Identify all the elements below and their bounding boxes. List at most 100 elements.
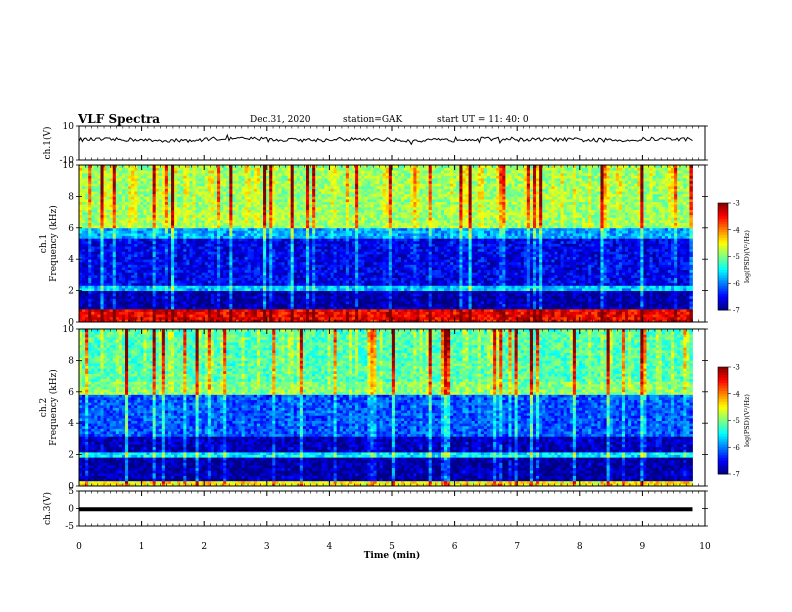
spectrogram-cell [603, 306, 607, 310]
spectrogram-cell [548, 264, 552, 268]
spectrogram-cell [649, 303, 654, 307]
spectrogram-cell [419, 301, 423, 305]
spectrogram-cell [106, 311, 111, 315]
spectrogram-cell [103, 306, 108, 310]
spectrogram-cell [266, 306, 270, 310]
spectrogram-cell [612, 264, 617, 268]
spectrogram-cell [201, 269, 206, 273]
spectrogram-cell [437, 298, 442, 302]
spectrogram-cell [667, 267, 672, 271]
spectrogram-cell [293, 256, 298, 260]
spectrogram-cell [161, 316, 166, 320]
spectrogram-cell [545, 269, 549, 273]
spectrogram-cell [339, 319, 344, 323]
spectrogram-cell [189, 287, 193, 291]
spectrogram-cell [526, 314, 531, 318]
spectrogram-cell [517, 308, 522, 312]
spectrogram-cell [149, 256, 154, 260]
spectrogram-cell [345, 295, 350, 299]
spectrogram-cell [149, 306, 154, 310]
spectrogram-cell [361, 293, 365, 297]
spectrogram-cell [229, 267, 233, 271]
spectrogram-cell [79, 285, 83, 289]
spectrogram-cell [529, 287, 534, 291]
spectrogram-cell [431, 290, 436, 294]
spectrogram-cell [661, 319, 666, 323]
spectrogram-cell [585, 277, 589, 281]
spectrogram-cell [367, 314, 371, 318]
spectrogram-cell [302, 290, 307, 294]
spectrogram-cell [376, 298, 381, 302]
spectrogram-cell [575, 308, 580, 312]
spectrogram-cell [520, 293, 525, 297]
spectrogram-cell [171, 303, 175, 307]
spectrogram-cell [612, 280, 617, 284]
spectrogram-cell [312, 319, 316, 323]
spectrogram-cell [594, 290, 598, 294]
spectrogram-cell [180, 316, 184, 320]
spectrogram-cell [422, 311, 427, 315]
spectrogram-cell [266, 272, 270, 276]
spectrogram-cell [391, 282, 396, 286]
spectrogram-cell [213, 272, 218, 276]
spectrogram-cell [131, 285, 135, 289]
spectrogram-cell [502, 295, 506, 299]
spectrogram-cell [256, 303, 261, 307]
spectrogram-cell [609, 272, 614, 276]
spectrogram-cell [189, 280, 193, 284]
spectrogram-cell [450, 295, 454, 299]
spectrogram-cell [204, 298, 209, 302]
spectrogram-cell [177, 261, 181, 265]
spectrogram-cell [588, 272, 592, 276]
spectrogram-cell [189, 306, 193, 310]
spectrogram-cell [625, 306, 629, 310]
spectrogram-cell [284, 282, 288, 286]
spectrogram-cell [569, 280, 574, 284]
spectrogram-cell [266, 282, 270, 286]
spectrogram-cell [180, 306, 184, 310]
spectrogram-cell [447, 280, 451, 284]
spectrogram-cell [183, 259, 187, 263]
spectrogram-cell [287, 259, 292, 263]
spectrogram-cell [146, 290, 150, 294]
spectrogram-cell [606, 285, 611, 289]
spectrogram-cell [330, 298, 334, 302]
spectrogram-cell [345, 319, 350, 323]
spectrogram-cell [367, 316, 371, 320]
spectrogram-cell [526, 256, 531, 260]
spectrogram-cell [493, 261, 497, 265]
spectrogram-cell [428, 274, 433, 278]
spectrogram-cell [437, 319, 442, 323]
spectrogram-cell [352, 256, 356, 260]
spectrogram-cell [100, 285, 104, 289]
spectrogram-cell [459, 290, 463, 294]
spectrogram-cell [667, 316, 672, 320]
spectrogram-cell [385, 293, 390, 297]
spectrogram-cell [137, 280, 141, 284]
spectrogram-cell [263, 261, 267, 265]
spectrogram-cell [628, 301, 632, 305]
spectrogram-cell [447, 290, 451, 294]
spectrogram-cell [213, 298, 218, 302]
spectrogram-cell [284, 290, 288, 294]
spectrogram-cell [569, 298, 574, 302]
spectrogram-cell [483, 303, 488, 307]
spectrogram-cell [689, 259, 693, 263]
spectrogram-cell [560, 274, 565, 278]
spectrogram-cell [554, 259, 558, 263]
spectrogram-cell [158, 280, 163, 284]
spectrogram-cell [88, 293, 92, 297]
spectrogram-cell [177, 285, 181, 289]
spectrogram-cell [444, 290, 448, 294]
spectrogram-cell [324, 303, 328, 307]
spectrogram-cell [539, 272, 543, 276]
spectrogram-cell [385, 316, 390, 320]
spectrogram-cell [677, 259, 681, 263]
spectrogram-cell [499, 267, 503, 271]
spectrogram-cell [333, 290, 338, 294]
spectrogram-cell [539, 261, 543, 265]
spectrogram-cell [146, 295, 150, 299]
spectrogram-cell [493, 295, 497, 299]
spectrogram-cell [388, 308, 393, 312]
spectrogram-cell [597, 308, 601, 312]
